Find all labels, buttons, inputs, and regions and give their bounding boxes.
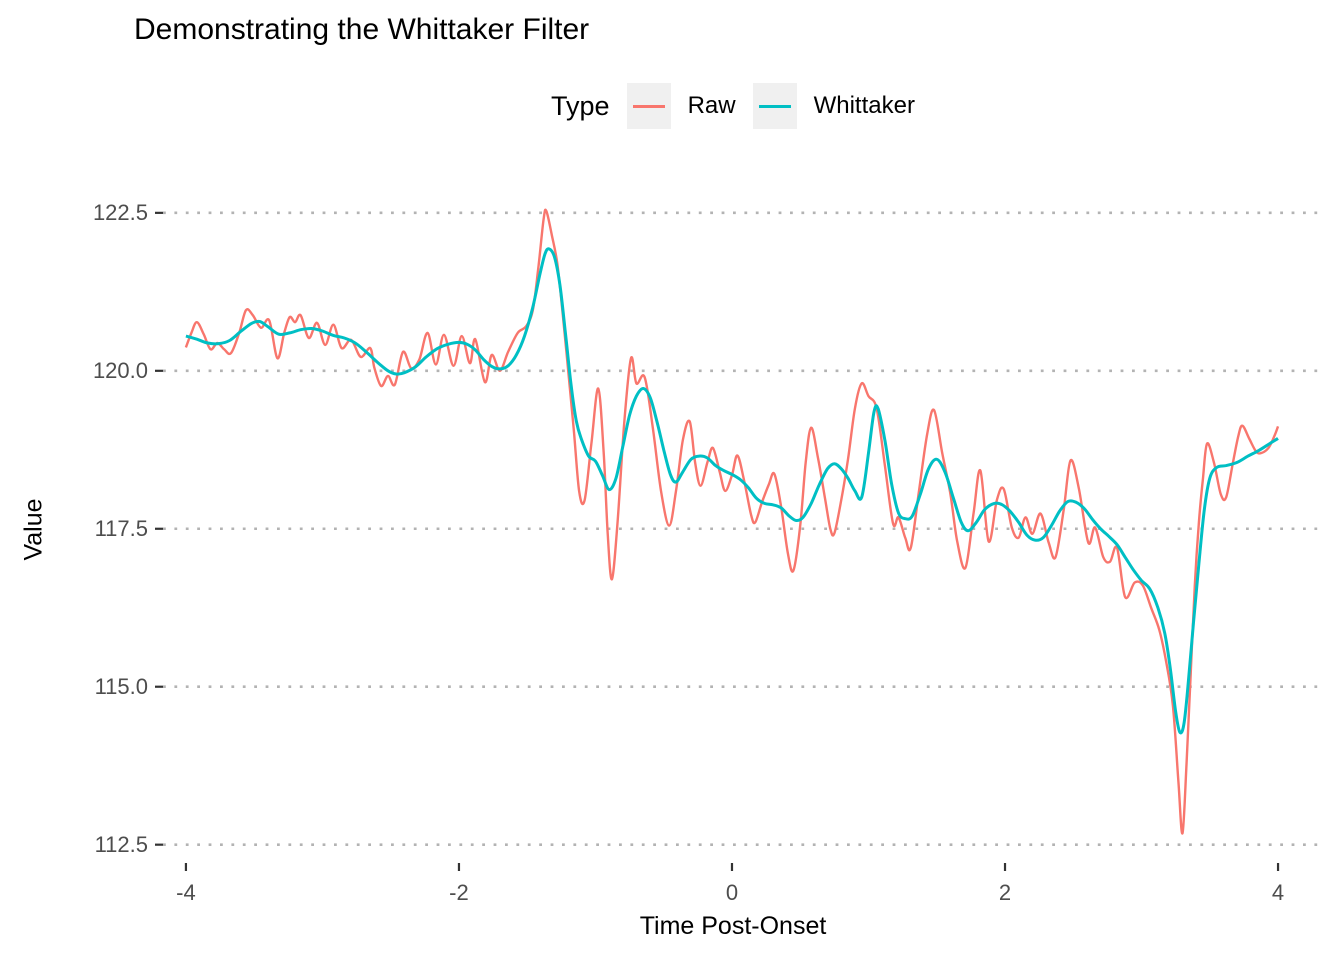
legend-key-line: [758, 104, 791, 108]
legend-entry-whittaker: Whittaker: [752, 83, 915, 129]
legend-key-icon: [626, 83, 671, 129]
legend-entry-label: Whittaker: [813, 92, 915, 119]
legend-entries: Raw Whittaker: [626, 83, 915, 129]
x-tick-label: 4: [1271, 880, 1285, 905]
legend-key-icon: [752, 83, 797, 129]
y-tick-label: 117.5: [94, 515, 148, 541]
y-tick-label: 120.0: [92, 357, 148, 383]
legend-entry-raw: Raw: [626, 83, 736, 129]
legend-title: Type: [551, 90, 610, 121]
x-tick-label: 0: [725, 880, 739, 905]
x-tick-label: 2: [998, 880, 1012, 905]
legend-entry-label: Raw: [687, 92, 736, 119]
chart-title: Demonstrating the Whittaker Filter: [134, 13, 590, 46]
legend-key-line: [632, 104, 665, 108]
y-tick-label: 122.5: [92, 199, 148, 225]
series-line-whittaker: [185, 247, 1279, 735]
y-tick-label: 115.0: [94, 673, 148, 699]
legend: Type Raw Whittaker: [163, 81, 1303, 131]
x-tick-label: -4: [176, 880, 196, 905]
series-line-raw: [184, 208, 1280, 835]
x-tick-label: -2: [449, 880, 469, 905]
y-tick-label: 112.5: [94, 831, 148, 857]
x-axis-title: Time Post-Onset: [639, 912, 827, 940]
